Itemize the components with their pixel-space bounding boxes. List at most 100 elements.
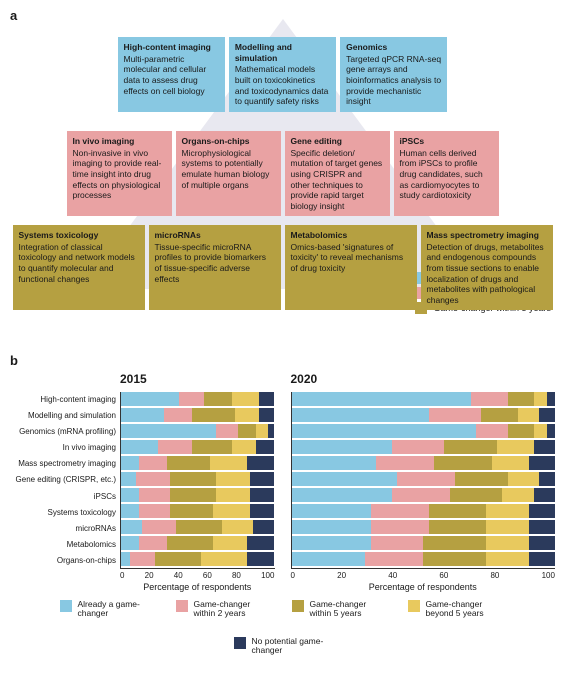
bar-row [121, 488, 275, 502]
card-title: High-content imaging [124, 42, 219, 53]
bar-segment [371, 520, 429, 534]
y-label: High-content imaging [10, 392, 116, 408]
legend-item: Game-changer within 5 years [292, 600, 390, 619]
tier-5years: Systems toxicologyIntegration of classic… [13, 225, 553, 310]
x-tick: 100 [261, 571, 274, 580]
bar-segment [423, 552, 486, 566]
bar-segment [247, 552, 275, 566]
bar-row [121, 552, 275, 566]
bar-segment [292, 536, 371, 550]
bar-segment [253, 520, 274, 534]
card: iPSCsHuman cells derived from iPSCs to p… [394, 131, 499, 216]
chart-year: 2020 [291, 372, 556, 386]
bar-segment [292, 520, 371, 534]
bar-segment [481, 408, 518, 422]
chart-col: 2015High-content imagingModelling and si… [10, 372, 275, 592]
legend-label: Game-changer beyond 5 years [426, 600, 506, 619]
x-ticks: 020406080100 [10, 571, 275, 580]
bar-segment [201, 552, 247, 566]
x-tick: 60 [203, 571, 212, 580]
bar-row [292, 520, 556, 534]
bar-row [292, 440, 556, 454]
bar-segment [534, 440, 555, 454]
bar-segment [292, 504, 371, 518]
bar-row [292, 392, 556, 406]
bar-segment [247, 536, 275, 550]
bar-segment [376, 456, 434, 470]
bar-row [292, 408, 556, 422]
bar-segment [547, 392, 555, 406]
bar-segment [121, 552, 130, 566]
chart-area: High-content imagingModelling and simula… [10, 392, 275, 569]
bar-segment [508, 424, 534, 438]
bar-segment [139, 456, 167, 470]
card: Modelling and simulationMathematical mod… [229, 37, 336, 112]
bar-row [121, 424, 275, 438]
legend-label: Game-changer within 2 years [194, 600, 274, 619]
card-title: Modelling and simulation [235, 42, 330, 63]
bar-segment [508, 392, 534, 406]
bar-segment [518, 408, 539, 422]
pyramid-container: High-content imagingMulti-parametric mol… [10, 27, 555, 297]
bar-segment [170, 472, 216, 486]
bar-segment [292, 424, 476, 438]
bar-segment [539, 408, 555, 422]
chart-col: 2020020406080100Percentage of respondent… [291, 372, 556, 592]
bar-segment [444, 440, 497, 454]
bar-row [292, 552, 556, 566]
x-tick: 100 [542, 571, 555, 580]
bar-segment [476, 424, 508, 438]
x-tick: 60 [439, 571, 448, 580]
y-label: Systems toxicology [10, 505, 116, 521]
card-title: microRNAs [155, 230, 275, 241]
bar-segment [497, 440, 534, 454]
bar-segment [292, 456, 376, 470]
bar-segment [139, 488, 170, 502]
bar-row [292, 456, 556, 470]
bar-segment [502, 488, 534, 502]
bar-segment [534, 488, 555, 502]
bars-zone [120, 392, 275, 569]
bar-segment [155, 552, 201, 566]
legend-label: Already a game-changer [78, 600, 158, 619]
panel-b-label: b [10, 353, 555, 368]
bar-segment [429, 408, 482, 422]
swatch [292, 600, 304, 612]
bar-segment [250, 488, 275, 502]
y-label: In vivo imaging [10, 440, 116, 456]
bar-segment [371, 536, 424, 550]
bar-segment [450, 488, 503, 502]
card-title: Metabolomics [291, 230, 411, 241]
bar-segment [292, 488, 392, 502]
bar-segment [210, 456, 247, 470]
bar-segment [371, 504, 429, 518]
bar-segment [529, 552, 555, 566]
bar-segment [176, 520, 222, 534]
x-tick: 80 [232, 571, 241, 580]
bar-segment [256, 424, 268, 438]
bar-segment [529, 456, 555, 470]
bar-segment [539, 472, 555, 486]
charts-wrap: 2015High-content imagingModelling and si… [10, 372, 555, 592]
x-tick: 80 [490, 571, 499, 580]
bar-segment [392, 488, 450, 502]
bar-segment [529, 520, 555, 534]
card-desc: Detection of drugs, metabolites and endo… [427, 242, 547, 306]
bar-segment [121, 456, 139, 470]
bar-segment [486, 504, 528, 518]
bar-row [292, 424, 556, 438]
y-label: Gene editing (CRISPR, etc.) [10, 472, 116, 488]
y-label: Mass spectrometry imaging [10, 456, 116, 472]
x-axis-label: Percentage of respondents [291, 582, 556, 592]
card-title: Genomics [346, 42, 441, 53]
bar-segment [292, 440, 392, 454]
bar-segment [167, 536, 213, 550]
swatch [176, 600, 188, 612]
y-label: microRNAs [10, 521, 116, 537]
bar-segment [259, 408, 274, 422]
bar-row [121, 392, 275, 406]
bar-segment [121, 408, 164, 422]
bar-segment [142, 520, 176, 534]
y-label: Modelling and simulation [10, 408, 116, 424]
bar-row [292, 504, 556, 518]
